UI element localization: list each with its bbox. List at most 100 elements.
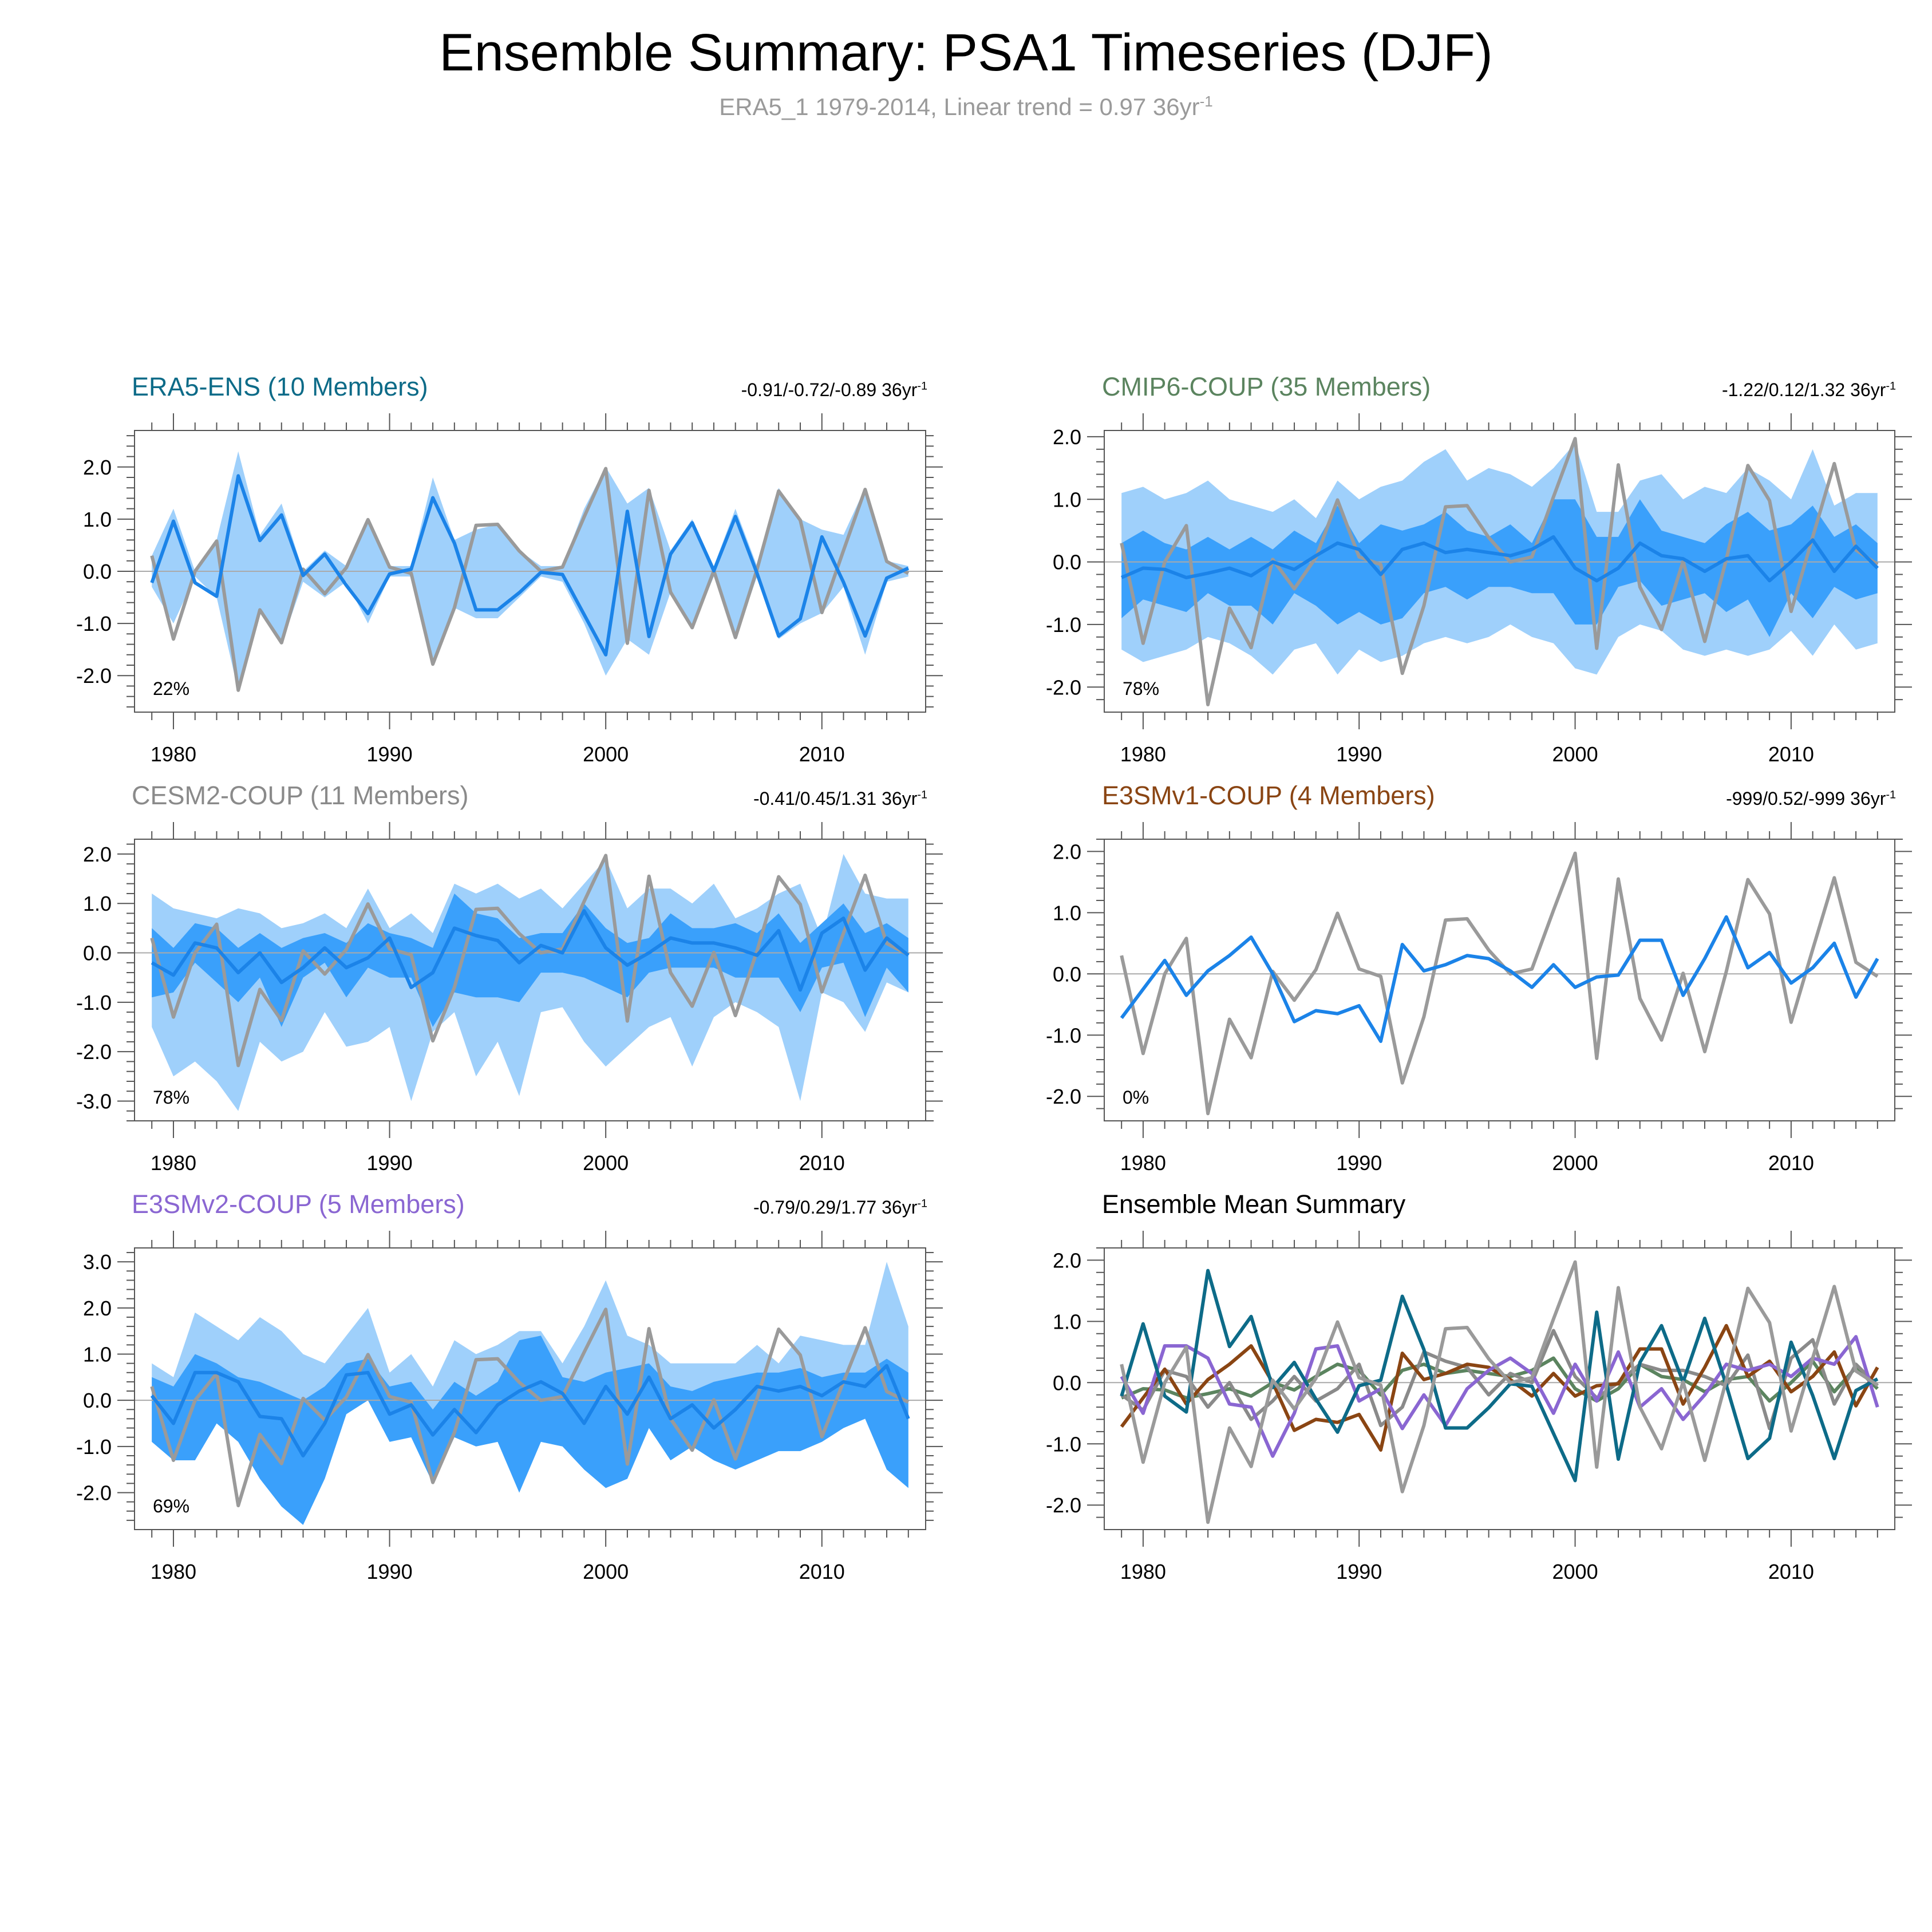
panel-5: -2.0 -1.0 0.0 1.0 2.0 1980 1990 2000 2010 <box>1046 1231 1912 1583</box>
observed-line <box>1120 1260 1879 1524</box>
subtitle-exponent: -1 <box>1199 93 1213 110</box>
y-tick-label: -2.0 <box>1046 1085 1081 1108</box>
y-tick-label: 2.0 <box>1053 840 1081 863</box>
y-tick-label: 0.0 <box>83 560 112 583</box>
panel-plot-area <box>1104 851 1895 1116</box>
panel-title-cesm2-coup: CESM2-COUP (11 Members) <box>132 781 469 810</box>
y-tick-label: 2.0 <box>83 456 112 479</box>
ensemble-mean-line <box>150 1364 910 1457</box>
y-tick-label: 1.0 <box>1053 488 1081 511</box>
y-tick-label: 0.0 <box>1053 551 1081 574</box>
trend-text: -0.41/0.45/1.31 36yr <box>753 788 918 809</box>
observed-line <box>150 1307 910 1508</box>
inner-spread-band <box>152 893 908 1027</box>
panel-frame <box>1104 839 1895 1121</box>
panel-plot-area <box>135 451 926 692</box>
panel-title-ensemble-mean-summary: Ensemble Mean Summary <box>1102 1190 1406 1219</box>
observed-line <box>1120 437 1879 706</box>
panel-trend-e3smv2-coup: -0.79/0.29/1.77 36yr-1 <box>753 1197 927 1218</box>
x-tick-label: 2010 <box>1768 1151 1814 1175</box>
series-line-cesm2-coup <box>1120 1329 1879 1431</box>
trend-exponent: -1 <box>917 1197 927 1210</box>
x-tick-label: 2010 <box>799 1151 845 1175</box>
panel-title-cmip6-coup: CMIP6-COUP (35 Members) <box>1102 372 1431 401</box>
trend-exponent: -1 <box>1886 380 1896 393</box>
x-tick-label: 1980 <box>1120 742 1166 766</box>
x-tick-label: 2000 <box>583 1151 629 1175</box>
series-line-e3smv1-coup <box>1120 1323 1879 1452</box>
subtitle-text: ERA5_1 1979-2014, Linear trend = 0.97 36… <box>719 93 1200 120</box>
x-tick-label: 1980 <box>1120 1560 1166 1583</box>
x-tick-label: 2000 <box>1552 742 1598 766</box>
trend-exponent: -1 <box>917 380 927 393</box>
y-tick-label: -1.0 <box>1046 613 1081 637</box>
panel-plot-area <box>1104 1260 1895 1524</box>
y-tick-label: 0.0 <box>83 942 112 965</box>
y-tick-label: -2.0 <box>76 1040 112 1064</box>
y-tick-label: -1.0 <box>1046 1432 1081 1456</box>
percent-label: 69% <box>153 1496 189 1516</box>
panel-plot-area <box>1104 437 1895 706</box>
panel-3: -2.0 -1.0 0.0 1.0 2.0 1980 1990 2000 2010 0% <box>1046 822 1912 1175</box>
percent-label: 78% <box>153 1087 189 1108</box>
y-tick-label: -1.0 <box>76 612 112 635</box>
percent-label: 22% <box>153 678 189 699</box>
observed-line <box>1120 851 1879 1116</box>
y-tick-label: 0.0 <box>1053 962 1081 986</box>
observed-line <box>150 467 910 692</box>
y-tick-label: 2.0 <box>83 843 112 866</box>
y-tick-label: 0.0 <box>83 1389 112 1412</box>
x-tick-label: 1990 <box>1336 1560 1382 1583</box>
y-tick-label: 3.0 <box>83 1250 112 1274</box>
ensemble-mean-line <box>151 909 910 992</box>
x-tick-label: 2000 <box>583 1560 629 1583</box>
panel-plot-area <box>135 854 926 1111</box>
x-tick-label: 2010 <box>799 1560 845 1583</box>
x-tick-label: 1980 <box>151 1560 196 1583</box>
panel-frame <box>1104 1247 1895 1530</box>
y-tick-label: 0.0 <box>1053 1371 1081 1394</box>
x-tick-label: 2000 <box>1552 1151 1598 1175</box>
x-tick-label: 1990 <box>1336 742 1382 766</box>
trend-text: -1.22/0.12/1.32 36yr <box>1721 380 1886 400</box>
y-tick-label: 2.0 <box>1053 425 1081 449</box>
panel-frame <box>134 839 926 1121</box>
y-tick-label: 1.0 <box>83 892 112 915</box>
panel-1: -2.0 -1.0 0.0 1.0 2.0 1980 1990 2000 2010 78% <box>1046 413 1912 766</box>
percent-label: 78% <box>1123 678 1159 699</box>
y-tick-label: 1.0 <box>83 1343 112 1366</box>
x-tick-label: 1980 <box>1120 1151 1166 1175</box>
y-tick-label: -1.0 <box>76 1435 112 1459</box>
ensemble-mean-line <box>150 474 910 657</box>
y-tick-label: 1.0 <box>1053 901 1081 924</box>
panel-4: -2.0 -1.0 0.0 1.0 2.0 3.0 1980 1990 2000 2010 69% <box>76 1231 943 1583</box>
percent-label: 0% <box>1123 1087 1149 1108</box>
ensemble-mean-line <box>1120 915 1879 1043</box>
panel-2: -3.0 -2.0 -1.0 0.0 1.0 2.0 1980 1990 2000 2010 78% <box>76 822 943 1175</box>
panel-title-era5-ens: ERA5-ENS (10 Members) <box>132 372 428 401</box>
panel-title-e3smv1-coup: E3SMv1-COUP (4 Members) <box>1102 781 1435 810</box>
inner-spread-band <box>1121 499 1878 637</box>
ensemble-mean-line <box>1121 535 1879 583</box>
y-tick-label: -2.0 <box>76 664 112 688</box>
y-tick-label: -3.0 <box>76 1089 112 1113</box>
panel-plot-area <box>135 1262 926 1525</box>
x-tick-label: 1990 <box>367 742 413 766</box>
panel-title-e3smv2-coup: E3SMv2-COUP (5 Members) <box>132 1190 465 1219</box>
x-tick-label: 2010 <box>1768 1560 1814 1583</box>
x-tick-label: 1990 <box>367 1560 413 1583</box>
figure-title: Ensemble Summary: PSA1 Timeseries (DJF) <box>439 23 1493 82</box>
y-tick-label: 2.0 <box>1053 1249 1081 1272</box>
x-tick-label: 1980 <box>151 1151 196 1175</box>
trend-exponent: -1 <box>917 788 927 801</box>
y-tick-label: -2.0 <box>1046 1494 1081 1517</box>
x-tick-label: 1990 <box>367 1151 413 1175</box>
x-tick-label: 1990 <box>1336 1151 1382 1175</box>
figure-subtitle: ERA5_1 1979-2014, Linear trend = 0.97 36… <box>0 93 1932 121</box>
y-tick-label: 1.0 <box>83 508 112 531</box>
x-tick-label: 2000 <box>1552 1560 1598 1583</box>
x-tick-label: 2010 <box>799 742 845 766</box>
y-tick-label: -2.0 <box>76 1481 112 1504</box>
trend-text: -0.91/-0.72/-0.89 36yr <box>741 380 918 400</box>
panel-trend-cmip6-coup: -1.22/0.12/1.32 36yr-1 <box>1722 380 1896 401</box>
